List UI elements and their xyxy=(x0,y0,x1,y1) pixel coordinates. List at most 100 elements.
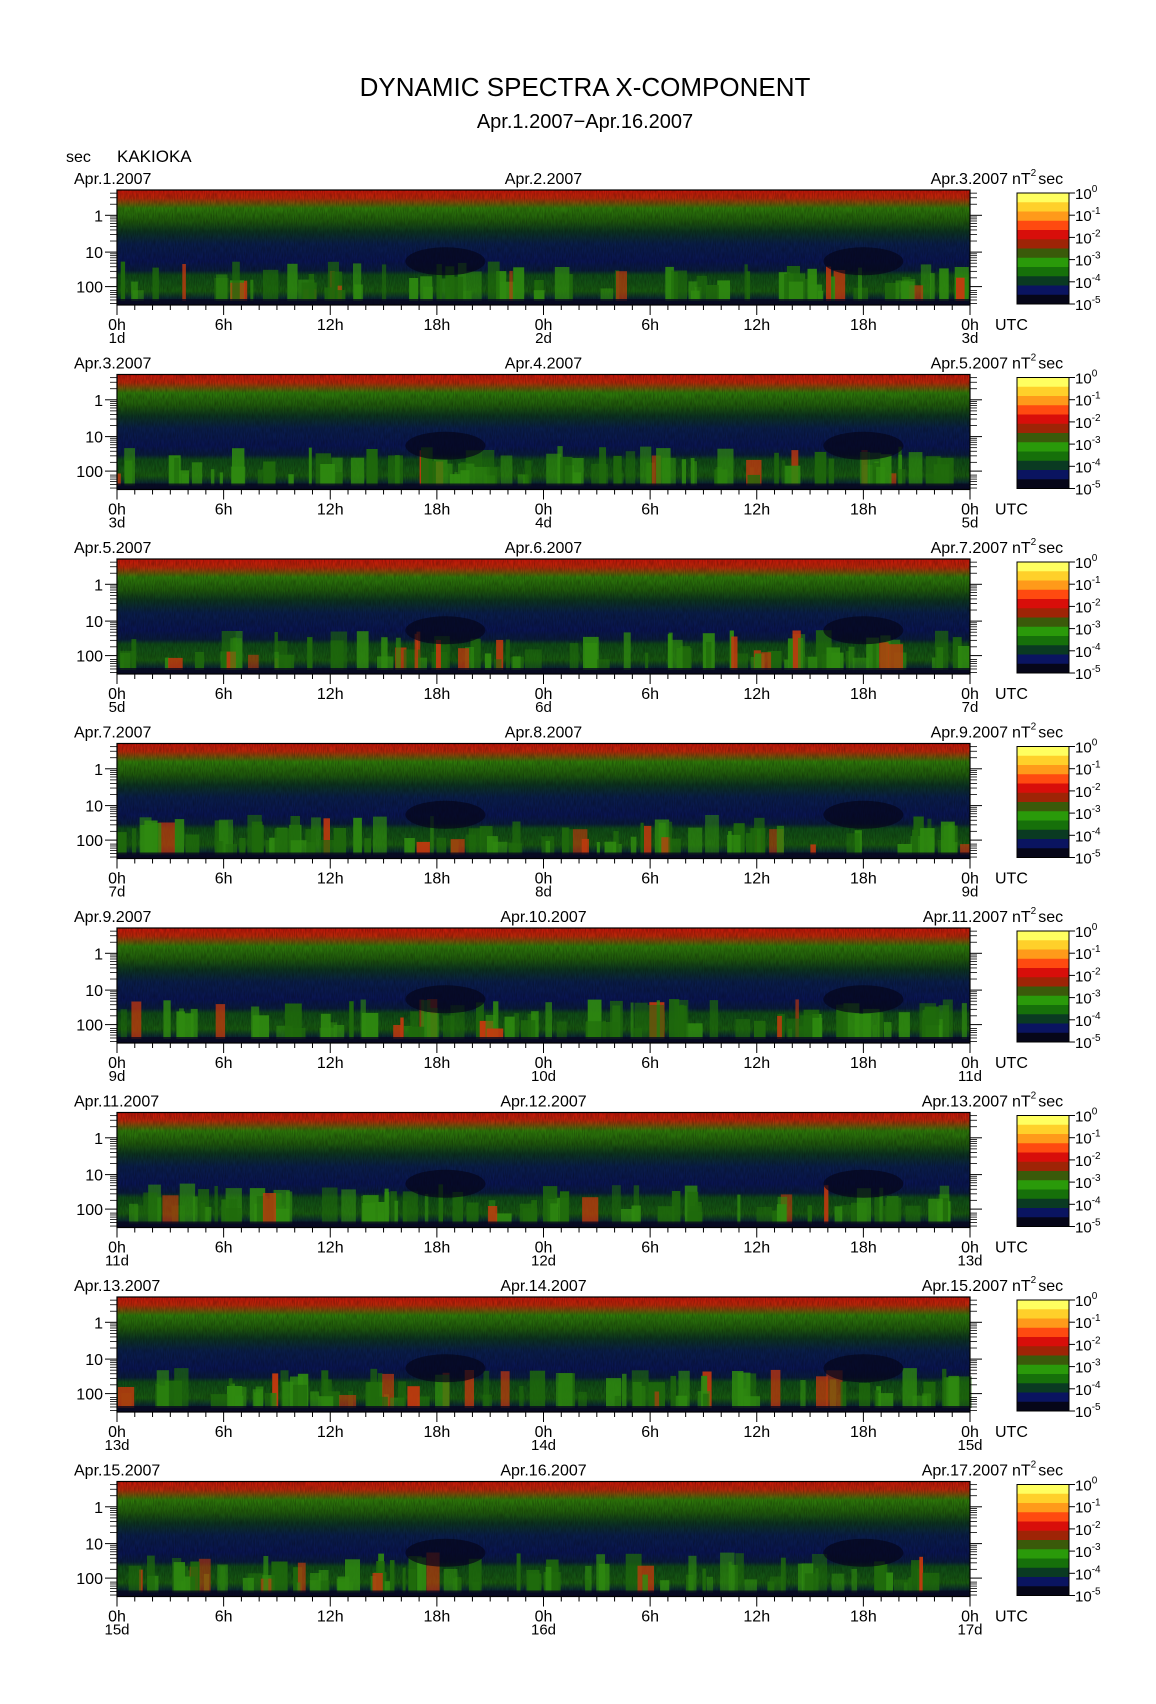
spectrogram-burst xyxy=(301,282,317,301)
spectrogram-burst xyxy=(826,647,840,670)
colorbar-swatch xyxy=(1017,1115,1069,1126)
colorbar-swatch xyxy=(1017,1032,1069,1043)
colorbar-swatch xyxy=(1017,211,1069,222)
colorbar-base: 10 xyxy=(1075,1360,1092,1377)
spectrogram-floor xyxy=(117,1406,970,1412)
colorbar-exponent: -5 xyxy=(1092,849,1101,860)
spectrogram-burst xyxy=(472,1581,480,1593)
panel-date-right: Apr.15.2007 xyxy=(922,1278,1008,1295)
spectrogram-burst xyxy=(671,1191,681,1224)
spectrogram-burst xyxy=(274,632,278,670)
spectrogram-burst xyxy=(874,1561,885,1593)
unit-superscript: 2 xyxy=(1031,722,1037,733)
spectrogram-burst xyxy=(373,816,387,855)
spectrogram-burst xyxy=(132,828,137,855)
spectrogram-burst xyxy=(584,643,597,670)
spectrogram-burst xyxy=(828,458,835,486)
figure-subtitle: Apr.1.2007−Apr.16.2007 xyxy=(477,111,693,133)
spectrogram-burst xyxy=(262,269,279,301)
colorbar-swatch xyxy=(1017,1383,1069,1393)
spectrogram-burst xyxy=(310,1391,319,1408)
colorbar-swatch xyxy=(1017,1374,1069,1384)
spectrogram-burst xyxy=(879,642,889,670)
spectrogram-burst xyxy=(919,1556,923,1593)
unit-prefix: nT xyxy=(1012,540,1031,557)
panels: Apr.1.2007 Apr.2.2007 Apr.3.2007 nT2 sec1101… xyxy=(74,168,1101,1639)
colorbar-swatch xyxy=(1017,645,1069,655)
spectrogram-burst xyxy=(179,1008,184,1039)
spectrogram-burst xyxy=(744,264,748,301)
spectrogram-burst xyxy=(152,267,159,301)
spectrogram-burst xyxy=(200,1202,206,1224)
spectrogram-burst xyxy=(939,268,949,301)
spectrogram-burst xyxy=(297,1562,306,1593)
spectrogram-burst xyxy=(382,1373,394,1408)
spectrogram-burst xyxy=(642,1574,648,1593)
x-tick-label: 0h xyxy=(961,502,979,519)
spectrogram-burst xyxy=(604,841,617,855)
colorbar-base: 10 xyxy=(1075,1589,1092,1606)
day-label-right: 15d xyxy=(957,1437,982,1454)
utc-label: UTC xyxy=(995,502,1028,519)
spectrogram-burst xyxy=(681,459,686,486)
spectrogram-burst xyxy=(582,1197,599,1224)
spectrogram-burst xyxy=(519,1385,524,1408)
spectrogram-burst xyxy=(831,1573,845,1593)
spectrogram-burst xyxy=(445,266,455,301)
panel-date-right: Apr.3.2007 xyxy=(931,171,1009,188)
spectrogram-burst xyxy=(784,273,789,301)
spectrogram-burst xyxy=(190,1008,198,1039)
spectrogram-burst xyxy=(754,1020,766,1039)
x-tick-label: 0h xyxy=(108,502,126,519)
spectrogram-burst xyxy=(545,840,550,855)
spectrogram-burst xyxy=(556,1021,567,1039)
spectrogram-burst xyxy=(706,1576,714,1593)
x-tick-label: 0h xyxy=(961,317,979,334)
spectrogram-burst xyxy=(696,275,707,301)
spectrogram-burst xyxy=(460,470,470,486)
x-tick-label: 18h xyxy=(424,1055,451,1072)
utc-label: UTC xyxy=(995,686,1028,703)
spectrogram-burst xyxy=(262,1193,276,1224)
x-tick-label: 18h xyxy=(850,317,877,334)
spectrogram-burst xyxy=(833,270,846,301)
day-label-left: 9d xyxy=(109,1068,126,1085)
colorbar-base: 10 xyxy=(1075,186,1092,203)
x-tick-label: 12h xyxy=(317,502,344,519)
spectrogram-burst xyxy=(354,284,363,301)
spectrogram-burst xyxy=(784,659,790,670)
spectrogram-burst xyxy=(330,640,344,670)
x-tick-label: 0h xyxy=(108,871,126,888)
spectrogram-burst xyxy=(928,1198,943,1224)
spectrogram-burst xyxy=(232,261,240,301)
spectrogram-burst xyxy=(930,273,935,301)
quiet-region xyxy=(823,1169,904,1198)
spectrogram-burst xyxy=(924,1006,939,1039)
x-tick-label: 6h xyxy=(641,1424,659,1441)
colorbar-base: 10 xyxy=(1075,1220,1092,1237)
spectrogram-burst xyxy=(885,1197,902,1224)
panel-date-right: Apr.13.2007 xyxy=(922,1094,1008,1111)
colorbar-tick-label: 10-1 xyxy=(1075,575,1101,594)
spectrogram-burst xyxy=(645,652,649,670)
spectrogram-burst xyxy=(746,271,751,301)
spectrogram-burst xyxy=(826,266,832,301)
day-label-right: 9d xyxy=(962,884,979,901)
x-tick-label: 18h xyxy=(850,686,877,703)
spectrogram-burst xyxy=(436,837,447,855)
spectrogram-burst xyxy=(408,1569,417,1593)
colorbar-exponent: -4 xyxy=(1092,457,1101,468)
spectrogram-burst xyxy=(585,1021,602,1039)
spectrogram-burst xyxy=(780,1557,786,1593)
x-tick-label: 0h xyxy=(535,1609,553,1626)
colorbar-swatch xyxy=(1017,1558,1069,1569)
spectrogram-burst xyxy=(808,656,818,670)
colorbar-exponent: 0 xyxy=(1092,1476,1098,1487)
colorbar-base: 10 xyxy=(1075,230,1092,247)
spectrogram-burst xyxy=(430,816,434,855)
colorbar-base: 10 xyxy=(1075,208,1092,225)
x-tick-label: 12h xyxy=(317,1240,344,1257)
colorbar-tick-label: 100 xyxy=(1075,738,1098,757)
unit-prefix: nT xyxy=(1012,1463,1031,1480)
